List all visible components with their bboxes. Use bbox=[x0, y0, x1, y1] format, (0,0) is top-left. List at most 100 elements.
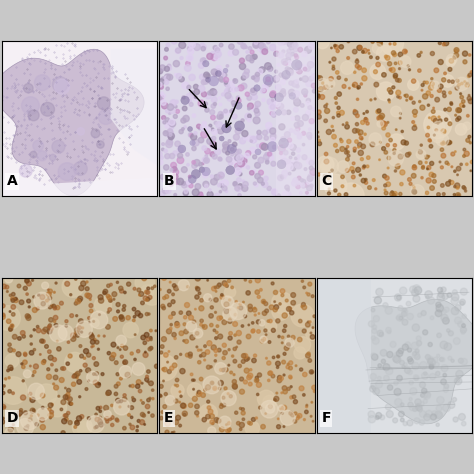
Circle shape bbox=[191, 134, 197, 140]
Circle shape bbox=[287, 335, 290, 337]
Circle shape bbox=[430, 316, 434, 320]
Circle shape bbox=[407, 313, 413, 320]
Circle shape bbox=[307, 62, 314, 68]
Circle shape bbox=[251, 88, 255, 92]
Circle shape bbox=[326, 129, 331, 135]
Circle shape bbox=[253, 170, 256, 173]
Circle shape bbox=[119, 406, 121, 408]
Circle shape bbox=[228, 279, 231, 283]
Circle shape bbox=[175, 378, 179, 382]
Circle shape bbox=[43, 327, 48, 332]
Circle shape bbox=[114, 392, 118, 396]
Circle shape bbox=[179, 42, 186, 48]
Circle shape bbox=[222, 320, 227, 325]
Circle shape bbox=[325, 109, 330, 113]
Circle shape bbox=[399, 68, 401, 70]
Circle shape bbox=[235, 121, 245, 131]
Circle shape bbox=[394, 62, 397, 64]
Circle shape bbox=[463, 155, 465, 157]
Circle shape bbox=[134, 334, 136, 336]
Circle shape bbox=[237, 421, 240, 425]
Circle shape bbox=[421, 388, 427, 393]
Circle shape bbox=[463, 51, 468, 56]
Circle shape bbox=[353, 82, 357, 87]
Circle shape bbox=[363, 165, 365, 168]
Circle shape bbox=[418, 150, 422, 154]
Circle shape bbox=[110, 416, 114, 419]
Circle shape bbox=[145, 351, 146, 353]
Circle shape bbox=[455, 305, 461, 311]
Circle shape bbox=[445, 161, 448, 164]
Circle shape bbox=[412, 407, 417, 411]
Circle shape bbox=[233, 347, 237, 351]
Circle shape bbox=[206, 414, 210, 419]
Circle shape bbox=[252, 329, 255, 332]
Circle shape bbox=[377, 120, 384, 127]
Circle shape bbox=[386, 182, 391, 187]
Circle shape bbox=[271, 282, 274, 285]
Circle shape bbox=[307, 176, 313, 182]
Circle shape bbox=[397, 79, 401, 82]
Circle shape bbox=[224, 309, 229, 314]
Circle shape bbox=[172, 166, 177, 171]
Circle shape bbox=[281, 336, 284, 338]
Circle shape bbox=[201, 124, 207, 130]
Circle shape bbox=[193, 328, 203, 338]
Circle shape bbox=[130, 406, 134, 410]
Circle shape bbox=[270, 128, 276, 134]
Circle shape bbox=[411, 342, 419, 349]
Circle shape bbox=[465, 190, 467, 192]
Circle shape bbox=[41, 360, 46, 365]
Circle shape bbox=[262, 311, 267, 316]
Circle shape bbox=[268, 155, 273, 161]
Circle shape bbox=[175, 100, 178, 103]
Circle shape bbox=[183, 413, 186, 416]
Circle shape bbox=[375, 416, 379, 419]
Circle shape bbox=[122, 397, 127, 401]
Circle shape bbox=[77, 422, 91, 436]
Circle shape bbox=[278, 175, 283, 181]
Circle shape bbox=[372, 354, 378, 360]
Circle shape bbox=[425, 191, 428, 194]
Circle shape bbox=[301, 183, 304, 187]
Circle shape bbox=[159, 97, 162, 100]
Circle shape bbox=[160, 156, 164, 159]
Circle shape bbox=[152, 398, 154, 400]
Circle shape bbox=[283, 329, 286, 332]
Circle shape bbox=[387, 88, 392, 92]
Circle shape bbox=[202, 146, 207, 150]
Circle shape bbox=[297, 155, 300, 158]
Circle shape bbox=[192, 161, 195, 164]
Circle shape bbox=[232, 380, 237, 384]
Circle shape bbox=[236, 186, 242, 191]
Circle shape bbox=[450, 101, 453, 104]
Circle shape bbox=[358, 130, 363, 135]
Circle shape bbox=[193, 44, 201, 50]
Circle shape bbox=[394, 388, 401, 396]
Circle shape bbox=[23, 370, 31, 378]
Circle shape bbox=[222, 180, 228, 186]
Circle shape bbox=[16, 352, 21, 356]
Circle shape bbox=[219, 77, 225, 82]
Circle shape bbox=[413, 295, 420, 302]
Circle shape bbox=[297, 413, 302, 418]
Circle shape bbox=[262, 98, 265, 101]
Circle shape bbox=[274, 305, 279, 310]
Circle shape bbox=[205, 184, 208, 188]
Circle shape bbox=[46, 299, 48, 302]
Circle shape bbox=[446, 57, 456, 66]
Circle shape bbox=[201, 393, 205, 397]
Circle shape bbox=[11, 299, 15, 302]
Circle shape bbox=[424, 111, 452, 138]
Circle shape bbox=[203, 74, 207, 78]
Circle shape bbox=[49, 327, 53, 331]
Circle shape bbox=[306, 110, 310, 114]
Circle shape bbox=[410, 405, 415, 411]
Circle shape bbox=[186, 55, 193, 61]
Circle shape bbox=[295, 80, 299, 83]
Circle shape bbox=[182, 106, 187, 111]
Circle shape bbox=[267, 186, 271, 191]
Circle shape bbox=[8, 365, 13, 370]
Circle shape bbox=[146, 337, 150, 341]
Circle shape bbox=[253, 42, 259, 48]
